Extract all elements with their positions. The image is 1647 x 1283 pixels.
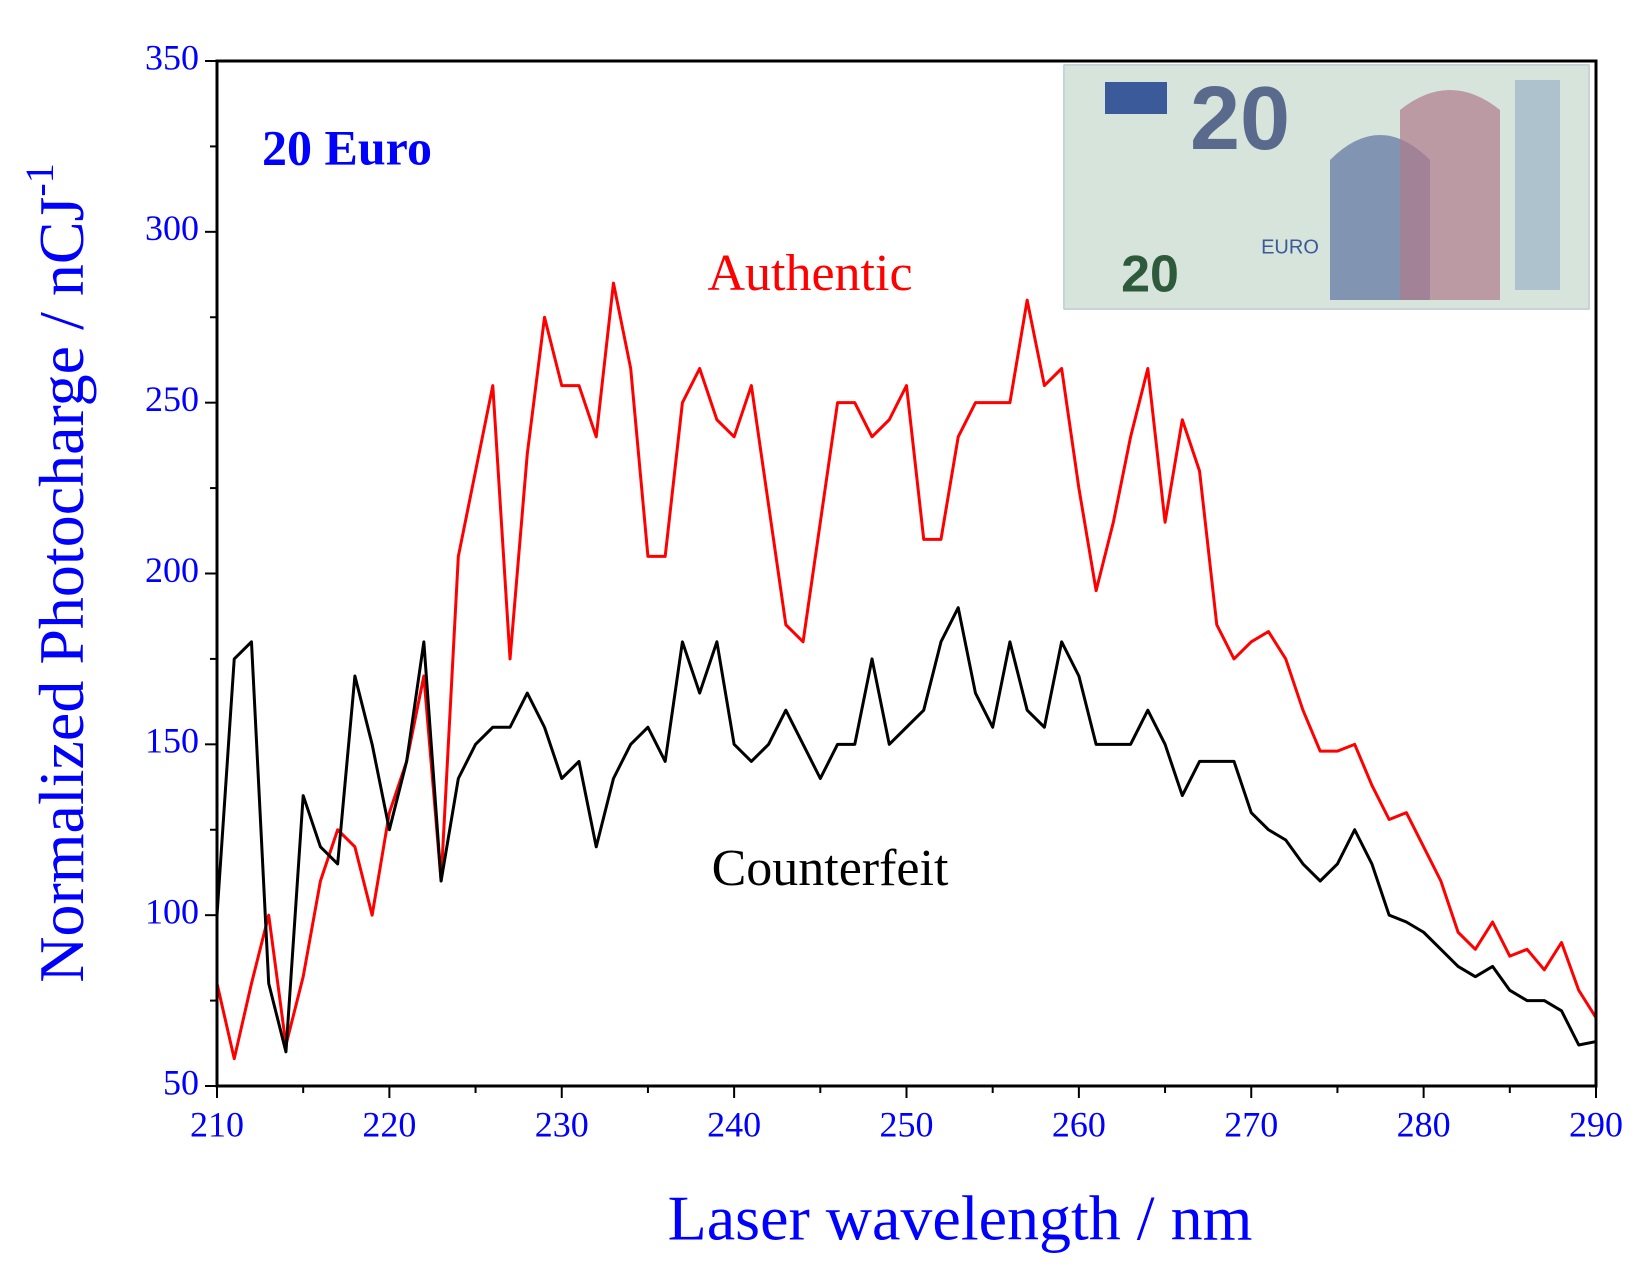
banknote-value: 20 (1190, 69, 1290, 169)
annotation: 20 Euro (262, 119, 432, 175)
series-label: Authentic (707, 245, 912, 302)
x-tick-label: 260 (1052, 1104, 1106, 1144)
y-tick-label: 250 (145, 379, 199, 419)
x-tick-label: 250 (880, 1104, 934, 1144)
y-tick-label: 300 (145, 208, 199, 248)
x-tick-label: 240 (707, 1104, 761, 1144)
banknote-word: EURO (1261, 236, 1319, 258)
y-axis-label-main: Normalized Photocharge / nCJ (26, 197, 97, 983)
y-tick-label: 50 (163, 1062, 199, 1102)
x-tick-label: 280 (1397, 1104, 1451, 1144)
x-tick-label: 270 (1224, 1104, 1278, 1144)
plot-frame (215, 59, 1598, 1088)
data-line (215, 606, 1597, 1054)
security-strip (1515, 80, 1560, 290)
y-tick-label: 350 (145, 37, 199, 77)
data-line (215, 281, 1598, 1061)
x-axis-label: Laser wavelength / nm (668, 1183, 1253, 1254)
y-tick-label: 200 (145, 550, 199, 590)
series-label: Counterfeit (712, 840, 949, 897)
banknote-value: 20 (1121, 246, 1179, 304)
window-motif (1400, 90, 1500, 300)
x-tick-label: 290 (1569, 1104, 1623, 1144)
y-tick-label: 150 (145, 721, 199, 761)
y-axis-label-sup: -1 (17, 163, 62, 196)
y-tick-label: 100 (145, 891, 199, 931)
x-tick-label: 210 (190, 1104, 244, 1144)
x-tick-label: 230 (535, 1104, 589, 1144)
banknote-inset: 20 20 EURO (1063, 64, 1590, 310)
eu-flag (1105, 82, 1167, 114)
x-tick-label: 220 (362, 1104, 416, 1144)
y-axis-label: Normalized Photocharge / nCJ-1 (17, 163, 97, 983)
